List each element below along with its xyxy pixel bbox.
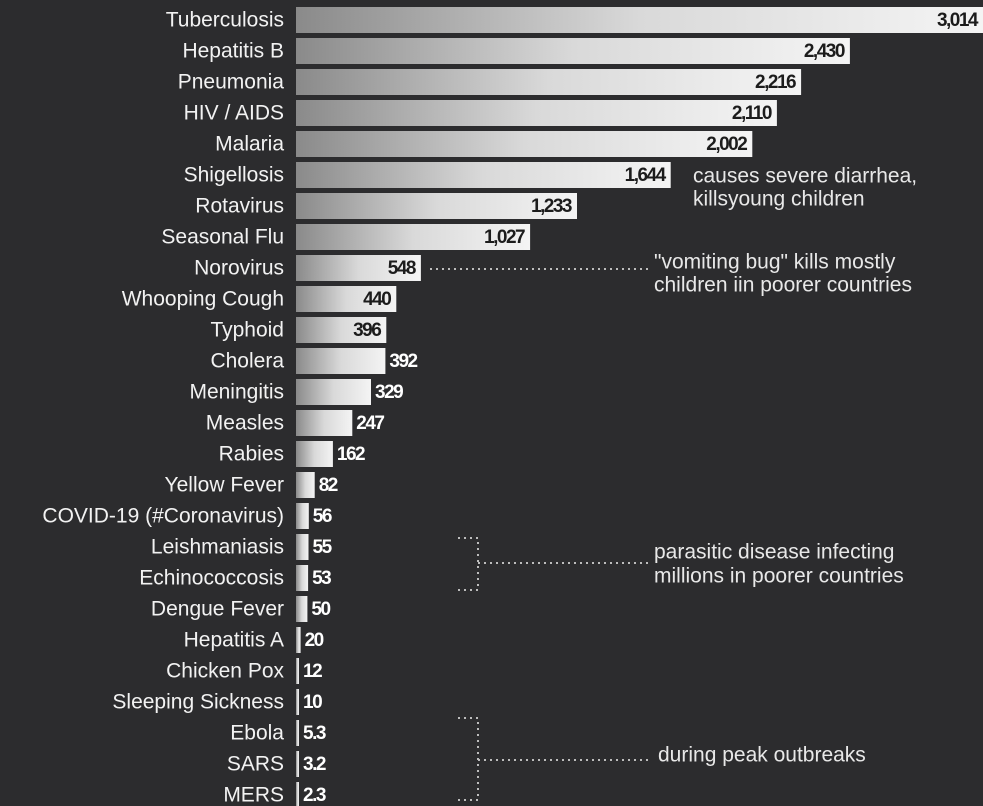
bar-measles	[296, 410, 353, 436]
bar-ebola	[296, 720, 299, 746]
value-label-rotavirus: 1,233	[531, 196, 572, 217]
category-label-seasonal-flu: Seasonal Flu	[161, 226, 284, 249]
category-label-tuberculosis: Tuberculosis	[166, 9, 284, 32]
bar-whooping-cough	[296, 286, 397, 312]
bar-typhoid	[296, 317, 387, 343]
annotation-shigellosis-line2: killsyoung children	[693, 188, 865, 211]
bar-sleeping-sickness	[296, 689, 299, 715]
bar-hiv-aids	[296, 100, 777, 126]
bar-meningitis	[296, 379, 371, 405]
bars-group	[296, 7, 983, 806]
category-label-covid-19-coronavirus: COVID-19 (#Coronavirus)	[42, 505, 284, 528]
value-label-mers: 2.3	[303, 785, 326, 806]
value-label-covid-19-coronavirus: 56	[313, 506, 332, 527]
category-label-chicken-pox: Chicken Pox	[166, 660, 284, 683]
annotation-shigellosis-line1: causes severe diarrhea,	[693, 165, 917, 188]
value-label-shigellosis: 1,644	[625, 165, 667, 186]
bar-covid-19-coronavirus	[296, 503, 309, 529]
value-label-seasonal-flu: 1,027	[484, 227, 525, 248]
category-label-yellow-fever: Yellow Fever	[165, 474, 284, 497]
value-label-ebola: 5.3	[303, 723, 326, 744]
value-label-malaria: 2,002	[706, 134, 747, 155]
annotation-norovirus-line2: children iin poorer countries	[654, 274, 912, 297]
value-label-cholera: 392	[389, 351, 417, 372]
value-label-echinococcosis: 53	[312, 568, 331, 589]
value-label-tuberculosis: 3,014	[937, 10, 979, 31]
category-label-typhoid: Typhoid	[210, 319, 284, 342]
value-label-measles: 247	[356, 413, 384, 434]
value-label-hepatitis-b: 2,430	[804, 41, 845, 62]
category-label-echinococcosis: Echinococcosis	[139, 567, 284, 590]
value-label-chicken-pox: 12	[303, 661, 322, 682]
value-labels: 3,014 2,430 2,216 2,110 2,002 1,644 1,233 1,027…	[303, 10, 980, 806]
bar-rotavirus	[296, 193, 577, 219]
annotation-parasitic-line1: parasitic disease infecting	[654, 541, 894, 564]
bar-hepatitis-a	[296, 627, 301, 653]
bar-seasonal-flu	[296, 224, 531, 250]
value-label-meningitis: 329	[375, 382, 403, 403]
bar-leishmaniasis	[296, 534, 309, 560]
value-label-norovirus: 548	[388, 258, 416, 279]
annotation-parasitic-line2: millions in poorer countries	[654, 565, 904, 588]
category-label-malaria: Malaria	[215, 133, 284, 156]
bar-chicken-pox	[296, 658, 299, 684]
category-label-shigellosis: Shigellosis	[184, 164, 284, 187]
bar-echinococcosis	[296, 565, 309, 591]
category-label-ebola: Ebola	[230, 722, 284, 745]
category-label-hepatitis-a: Hepatitis A	[184, 629, 284, 652]
value-label-whooping-cough: 440	[363, 289, 391, 310]
category-label-dengue-fever: Dengue Fever	[151, 598, 284, 621]
category-label-hiv-aids: HIV / AIDS	[184, 102, 284, 125]
category-label-cholera: Cholera	[210, 350, 284, 373]
bar-shigellosis	[296, 162, 671, 188]
category-label-leishmaniasis: Leishmaniasis	[151, 536, 284, 559]
bar-hepatitis-b	[296, 38, 850, 64]
value-label-yellow-fever: 82	[319, 475, 338, 496]
bar-malaria	[296, 131, 753, 157]
category-label-sleeping-sickness: Sleeping Sickness	[112, 691, 284, 714]
bar-tuberculosis	[296, 7, 983, 33]
bar-mers	[296, 782, 299, 806]
category-label-rabies: Rabies	[219, 443, 284, 466]
category-label-rotavirus: Rotavirus	[195, 195, 284, 218]
value-label-leishmaniasis: 55	[313, 537, 333, 558]
bar-norovirus	[296, 255, 421, 281]
annotation-outbreaks: during peak outbreaks	[658, 744, 866, 767]
value-label-hepatitis-a: 20	[305, 630, 324, 651]
category-label-mers: MERS	[223, 784, 284, 806]
category-label-hepatitis-b: Hepatitis B	[182, 40, 284, 63]
category-label-norovirus: Norovirus	[194, 257, 284, 280]
category-label-meningitis: Meningitis	[189, 381, 284, 404]
value-label-sleeping-sickness: 10	[303, 692, 322, 713]
category-label-whooping-cough: Whooping Cough	[122, 288, 284, 311]
bar-sars	[296, 751, 299, 777]
bar-rabies	[296, 441, 333, 467]
bar-dengue-fever	[296, 596, 308, 622]
value-label-dengue-fever: 50	[311, 599, 330, 620]
category-label-pneumonia: Pneumonia	[178, 71, 285, 94]
annotations: causes severe diarrhea, killsyoung child…	[430, 165, 917, 801]
bar-yellow-fever	[296, 472, 315, 498]
category-label-measles: Measles	[206, 412, 284, 435]
category-labels: Tuberculosis Hepatitis B Pneumonia HIV / AI…	[42, 9, 284, 806]
annotation-norovirus-line1: "vomiting bug" kills mostly	[654, 251, 896, 274]
bar-cholera	[296, 348, 386, 374]
category-label-sars: SARS	[227, 753, 284, 776]
parasitic-bracket	[458, 537, 650, 591]
value-label-typhoid: 396	[353, 320, 381, 341]
outbreaks-bracket	[458, 717, 650, 801]
value-label-pneumonia: 2,216	[755, 72, 796, 93]
value-label-rabies: 162	[337, 444, 365, 465]
value-label-sars: 3.2	[303, 754, 326, 775]
bar-pneumonia	[296, 69, 802, 95]
value-label-hiv-aids: 2,110	[732, 103, 772, 124]
